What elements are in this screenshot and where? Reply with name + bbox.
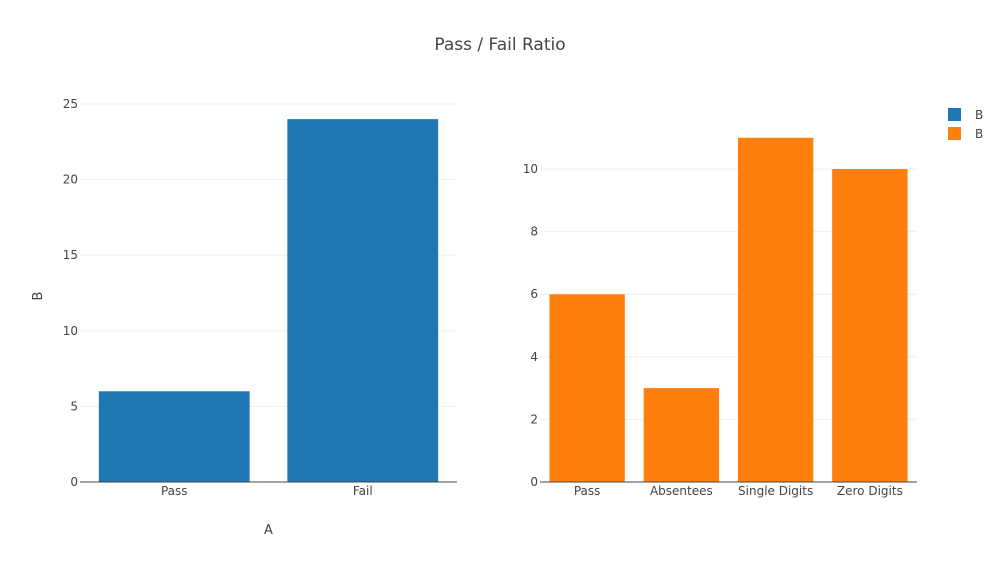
y-axis-title: B — [31, 292, 46, 301]
x-tick-label: Absentees — [650, 484, 713, 498]
chart-title: Pass / Fail Ratio — [434, 35, 565, 55]
left-bar-plot: 0 5 10 15 20 25 Pass Fail A B — [31, 97, 457, 538]
y-tick-label: 5 — [70, 399, 78, 413]
bar[interactable] — [737, 137, 814, 482]
x-axis-title: A — [264, 523, 273, 538]
y-tick-label: 10 — [63, 324, 78, 338]
y-tick-label: 4 — [530, 350, 538, 364]
legend-label-1: B — [975, 108, 983, 122]
y-tick-label: 10 — [523, 162, 538, 176]
x-tick-label: Zero Digits — [837, 484, 903, 498]
y-tick-label: 25 — [63, 97, 78, 111]
bar[interactable] — [98, 391, 250, 482]
legend-label-2: B — [975, 127, 983, 141]
bar[interactable] — [549, 294, 625, 482]
y-tick-label: 2 — [530, 412, 538, 426]
right-bar-plot: 0 2 4 6 8 10 Pass Absentees Single Digits Zero Di… — [523, 137, 917, 498]
y-tick-label: 15 — [63, 248, 78, 262]
y-tick-label: 0 — [530, 475, 538, 489]
y-tick-label: 20 — [63, 173, 78, 187]
y-tick-label: 0 — [70, 475, 78, 489]
bar[interactable] — [287, 119, 439, 483]
x-tick-label: Single Digits — [738, 484, 813, 498]
y-tick-label: 6 — [530, 287, 538, 301]
bar[interactable] — [643, 388, 720, 482]
legend-swatch-1 — [948, 108, 961, 121]
x-tick-label: Pass — [161, 484, 188, 498]
x-tick-label: Fail — [353, 484, 373, 498]
bar[interactable] — [832, 169, 908, 482]
legend-swatch-2 — [948, 127, 961, 140]
legend[interactable]: B B — [948, 108, 983, 141]
y-tick-label: 8 — [530, 225, 538, 239]
x-tick-label: Pass — [574, 484, 601, 498]
